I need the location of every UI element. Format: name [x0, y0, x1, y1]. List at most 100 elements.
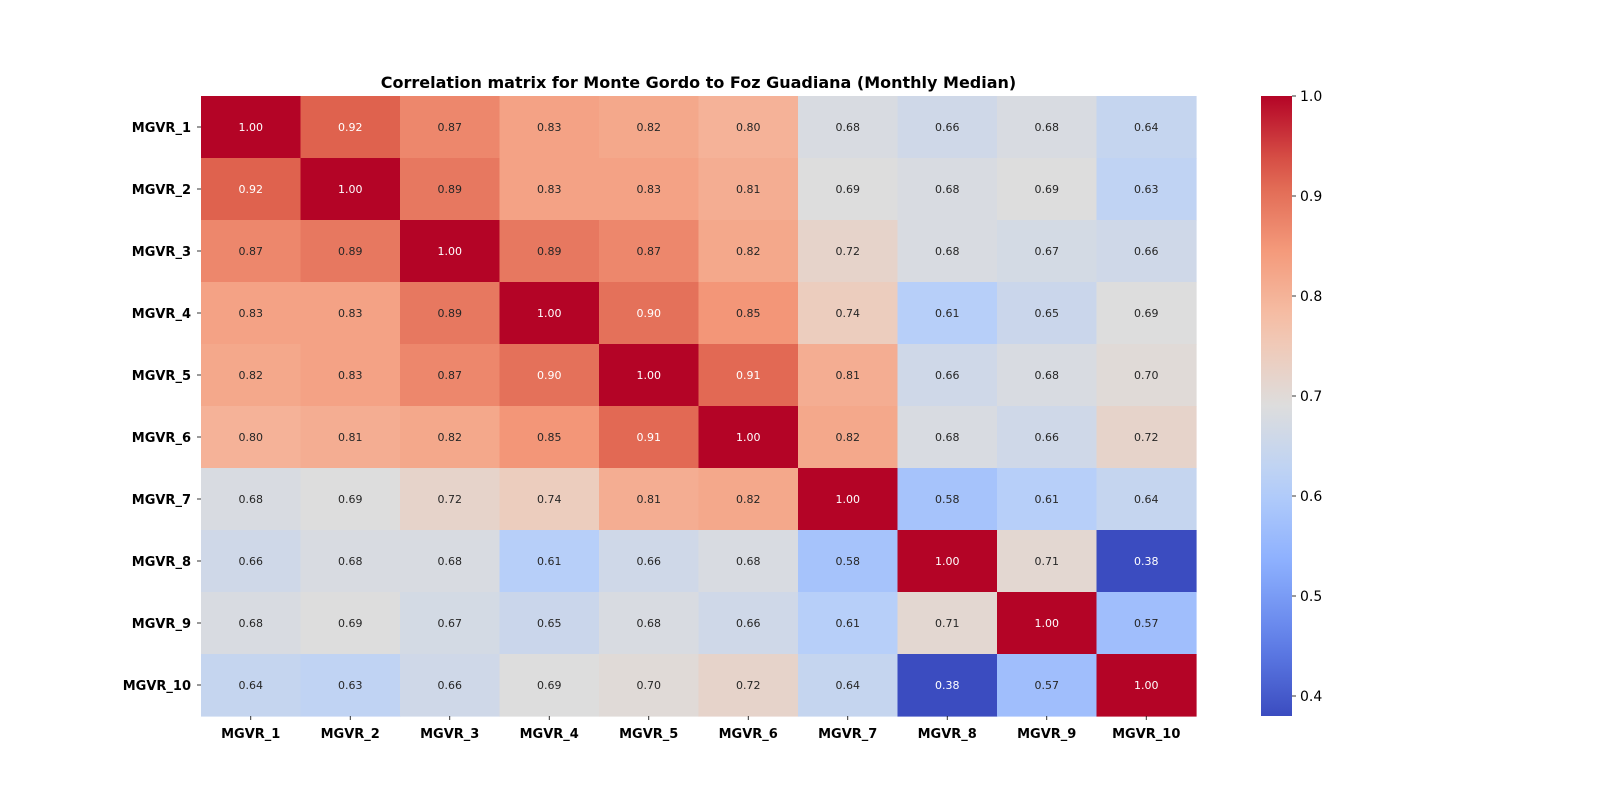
cell-value-label-8-9: 0.71 — [1035, 555, 1060, 568]
cell-value-label-10-9: 0.57 — [1035, 679, 1060, 692]
heatmap-cell-1-2 — [300, 96, 401, 159]
heatmap-cell-5-7 — [798, 344, 899, 407]
heatmap-cell-9-5 — [599, 592, 700, 655]
cell-value-label-9-2: 0.69 — [338, 617, 363, 630]
heatmap-cell-9-1 — [201, 592, 302, 655]
cell-value-label-3-8: 0.68 — [935, 245, 960, 258]
heatmap-cell-1-6 — [698, 96, 799, 159]
heatmap-cell-4-7 — [798, 282, 899, 345]
heatmap-cell-8-10 — [1096, 530, 1197, 593]
cell-value-label-5-7: 0.81 — [836, 369, 861, 382]
heatmap-cell-8-9 — [997, 530, 1098, 593]
heatmap-cell-10-3 — [400, 654, 501, 717]
heatmap-cell-6-6 — [698, 406, 799, 469]
heatmap-cell-7-7 — [798, 468, 899, 531]
cell-value-label-7-5: 0.81 — [637, 493, 662, 506]
cell-value-label-10-10: 1.00 — [1134, 679, 1159, 692]
cell-value-label-1-1: 1.00 — [239, 121, 264, 134]
cell-value-label-10-7: 0.64 — [836, 679, 861, 692]
cell-value-label-10-5: 0.70 — [637, 679, 662, 692]
heatmap-cell-3-8 — [897, 220, 998, 283]
cell-value-label-7-2: 0.69 — [338, 493, 363, 506]
cell-value-label-6-5: 0.91 — [637, 431, 662, 444]
heatmap-cell-6-8 — [897, 406, 998, 469]
cell-value-label-2-3: 0.89 — [438, 183, 463, 196]
heatmap-cell-9-2 — [300, 592, 401, 655]
heatmap-cell-10-5 — [599, 654, 700, 717]
heatmap-cell-7-10 — [1096, 468, 1197, 531]
cell-value-label-7-8: 0.58 — [935, 493, 960, 506]
heatmap-cell-4-6 — [698, 282, 799, 345]
heatmap-cell-7-4 — [499, 468, 600, 531]
cell-value-label-3-4: 0.89 — [537, 245, 562, 258]
heatmap-cell-9-8 — [897, 592, 998, 655]
row-label-1: MGVR_1 — [132, 121, 191, 136]
cell-value-label-6-6: 1.00 — [736, 431, 761, 444]
heatmap-cell-4-3 — [400, 282, 501, 345]
heatmap-cell-10-1 — [201, 654, 302, 717]
column-label-9: MGVR_9 — [1017, 727, 1076, 742]
heatmap-cell-6-7 — [798, 406, 899, 469]
heatmap-cell-4-2 — [300, 282, 401, 345]
cell-value-label-4-4: 1.00 — [537, 307, 562, 320]
cell-value-label-4-7: 0.74 — [836, 307, 861, 320]
colorbar-tick-label-5: 0.8 — [1300, 289, 1322, 305]
cell-value-label-6-7: 0.82 — [836, 431, 861, 444]
heatmap-cell-5-2 — [300, 344, 401, 407]
cell-value-label-2-5: 0.83 — [637, 183, 662, 196]
cell-value-label-1-3: 0.87 — [438, 121, 463, 134]
heatmap-cell-10-2 — [300, 654, 401, 717]
cell-value-label-10-4: 0.69 — [537, 679, 562, 692]
cell-value-label-5-4: 0.90 — [537, 369, 562, 382]
heatmap-cell-4-10 — [1096, 282, 1197, 345]
heatmap-cell-2-4 — [499, 158, 600, 221]
heatmap-cell-7-8 — [897, 468, 998, 531]
cell-value-label-7-7: 1.00 — [836, 493, 861, 506]
heatmap-cell-10-10 — [1096, 654, 1197, 717]
heatmap-cell-8-3 — [400, 530, 501, 593]
heatmap-cell-10-4 — [499, 654, 600, 717]
heatmap-cell-4-1 — [201, 282, 302, 345]
cell-value-label-10-8: 0.38 — [935, 679, 960, 692]
heatmap-cell-4-8 — [897, 282, 998, 345]
chart-title: Correlation matrix for Monte Gordo to Fo… — [381, 73, 1016, 92]
cell-value-label-4-1: 0.83 — [239, 307, 264, 320]
column-label-6: MGVR_6 — [719, 727, 778, 742]
cell-value-label-8-10: 0.38 — [1134, 555, 1159, 568]
row-label-9: MGVR_9 — [132, 617, 191, 632]
row-label-3: MGVR_3 — [132, 245, 191, 260]
cell-value-label-10-1: 0.64 — [239, 679, 264, 692]
colorbar-tick-label-2: 0.5 — [1300, 589, 1322, 605]
colorbar-tick-label-3: 0.6 — [1300, 489, 1322, 505]
cell-value-label-2-2: 1.00 — [338, 183, 363, 196]
cell-value-label-6-4: 0.85 — [537, 431, 562, 444]
cell-value-label-9-7: 0.61 — [836, 617, 861, 630]
colorbar-tick-label-1: 0.4 — [1300, 689, 1322, 705]
heatmap-cell-8-6 — [698, 530, 799, 593]
heatmap-cell-6-9 — [997, 406, 1098, 469]
cell-value-label-1-6: 0.80 — [736, 121, 761, 134]
cell-value-label-2-10: 0.63 — [1134, 183, 1159, 196]
heatmap-cell-3-5 — [599, 220, 700, 283]
heatmap-cell-5-3 — [400, 344, 501, 407]
cell-value-label-5-5: 1.00 — [637, 369, 662, 382]
heatmap-cell-7-2 — [300, 468, 401, 531]
heatmap-cell-5-10 — [1096, 344, 1197, 407]
column-label-8: MGVR_8 — [918, 727, 977, 742]
cell-value-label-3-2: 0.89 — [338, 245, 363, 258]
cell-value-label-8-2: 0.68 — [338, 555, 363, 568]
heatmap-cell-2-9 — [997, 158, 1098, 221]
cell-value-label-8-1: 0.66 — [239, 555, 264, 568]
cell-value-label-6-8: 0.68 — [935, 431, 960, 444]
heatmap-cell-8-8 — [897, 530, 998, 593]
cell-value-label-9-9: 1.00 — [1035, 617, 1060, 630]
cell-value-label-1-8: 0.66 — [935, 121, 960, 134]
cell-value-label-8-4: 0.61 — [537, 555, 562, 568]
heatmap-cell-9-9 — [997, 592, 1098, 655]
cell-value-label-7-10: 0.64 — [1134, 493, 1159, 506]
heatmap-cell-8-5 — [599, 530, 700, 593]
heatmap-cell-5-8 — [897, 344, 998, 407]
cell-value-label-2-7: 0.69 — [836, 183, 861, 196]
heatmap-cell-1-7 — [798, 96, 899, 159]
heatmap-cell-2-2 — [300, 158, 401, 221]
